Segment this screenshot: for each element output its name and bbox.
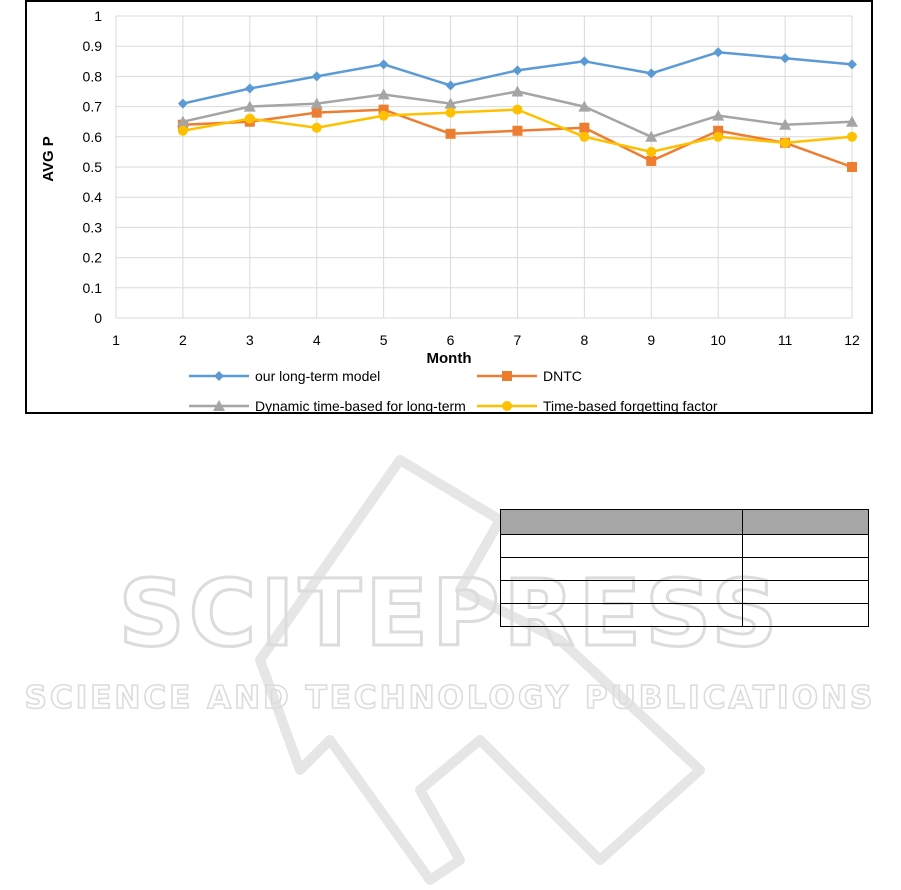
table-cell — [500, 557, 743, 581]
legend-marker-1 — [214, 371, 224, 381]
x-tick-label: 4 — [313, 332, 321, 348]
data-point-series-1 — [512, 65, 523, 76]
data-point-series-3 — [846, 115, 858, 127]
table-cell — [500, 509, 743, 535]
legend-marker-2 — [502, 371, 512, 381]
scitepress-watermark: SCITEPRESS SCIENCE AND TECHNOLOGY PUBLIC… — [0, 440, 901, 885]
data-point-series-3 — [779, 118, 792, 130]
x-tick-label: 10 — [710, 332, 726, 348]
legend-label-3: Dynamic time-based for long-term — [255, 398, 466, 412]
data-point-series-2 — [378, 104, 389, 115]
table-cell — [742, 509, 869, 535]
legend-label-1: our long-term model — [255, 368, 380, 384]
table-cell — [742, 557, 869, 581]
table-cell — [742, 580, 869, 604]
data-point-series-3 — [243, 100, 256, 112]
data-point-series-2 — [512, 125, 523, 136]
data-point-series-3 — [511, 85, 524, 97]
empty-table — [500, 509, 869, 627]
legend-label-4: Time-based forgetting factor — [543, 398, 718, 412]
y-tick-label: 0.5 — [83, 159, 103, 175]
x-axis-title: Month — [427, 350, 472, 367]
table-cell — [500, 580, 743, 604]
data-point-series-4 — [445, 107, 456, 118]
table-cell — [742, 534, 869, 558]
y-tick-label: 0 — [94, 310, 102, 326]
y-tick-label: 0.3 — [83, 219, 103, 235]
data-point-series-4 — [780, 137, 791, 148]
table-cell — [742, 603, 869, 627]
data-point-series-4 — [311, 122, 322, 133]
y-tick-label: 0.6 — [83, 129, 103, 145]
data-point-series-4 — [579, 131, 590, 142]
data-point-series-1 — [445, 80, 456, 91]
table-row — [500, 603, 869, 627]
x-tick-label: 8 — [580, 332, 588, 348]
data-point-series-4 — [177, 125, 188, 136]
data-point-series-1 — [378, 59, 389, 70]
table-cell — [500, 603, 743, 627]
data-point-series-4 — [646, 146, 657, 157]
table-cell — [500, 534, 743, 558]
data-point-series-4 — [512, 104, 523, 115]
data-point-series-1 — [646, 68, 657, 79]
data-point-series-3 — [645, 130, 658, 142]
x-tick-label: 3 — [246, 332, 254, 348]
data-point-series-2 — [713, 125, 724, 136]
data-point-series-1 — [713, 47, 724, 58]
data-point-series-2 — [579, 122, 590, 133]
table-row — [500, 557, 869, 581]
y-tick-label: 0.8 — [83, 68, 103, 84]
data-point-series-2 — [445, 128, 456, 139]
legend-marker-3 — [213, 400, 225, 411]
table-row — [500, 534, 869, 558]
data-point-series-1 — [847, 59, 857, 70]
legend-marker-4 — [502, 401, 512, 411]
data-point-series-4 — [713, 131, 724, 142]
x-tick-label: 2 — [179, 332, 187, 348]
data-point-series-2 — [311, 107, 322, 118]
x-tick-label: 12 — [844, 332, 860, 348]
chart-svg: 00.10.20.30.40.50.60.70.80.911 2 3 4 5 6 7 8 9 10… — [40, 8, 860, 412]
x-tick-label: 11 — [778, 332, 793, 348]
x-tick-label: 7 — [514, 332, 522, 348]
x-tick-label: 9 — [647, 332, 655, 348]
y-axis-title: AVG P — [40, 136, 57, 182]
data-point-series-3 — [176, 115, 189, 127]
x-tick-label: 6 — [447, 332, 455, 348]
data-point-series-3 — [578, 100, 591, 112]
legend-label-2: DNTC — [543, 368, 582, 384]
line-chart: 0 0.1 0.2 0.3 0.4 0.5 0.6 0.7 0.8 0.9 1 1 2 3 4 5 6 7 8 9 10… — [25, 0, 873, 414]
data-point-series-3 — [712, 109, 725, 121]
data-point-series-1 — [311, 71, 322, 82]
data-point-series-2 — [847, 162, 857, 172]
data-point-series-1 — [244, 83, 255, 94]
y-tick-label: 0.1 — [83, 280, 103, 296]
y-tick-label: 1 — [94, 8, 102, 24]
data-point-series-1 — [177, 98, 188, 109]
x-tick-label: 5 — [380, 332, 388, 348]
data-point-series-3 — [444, 97, 457, 109]
data-point-series-4 — [847, 131, 857, 142]
data-point-series-4 — [244, 113, 255, 124]
y-tick-label: 0.4 — [83, 189, 103, 205]
watermark-line2: SCIENCE AND TECHNOLOGY PUBLICATIONS — [25, 680, 876, 716]
y-tick-label: 0.7 — [83, 99, 103, 115]
y-tick-label: 0.2 — [83, 250, 103, 266]
data-point-series-4 — [378, 110, 389, 121]
data-point-series-1 — [780, 53, 791, 64]
table-header-row — [500, 509, 869, 535]
data-point-series-3 — [310, 97, 323, 109]
data-point-series-3 — [377, 88, 390, 100]
x-tick-label: 1 — [112, 332, 120, 348]
table-row — [500, 580, 869, 604]
y-tick-label: 0.9 — [83, 38, 103, 54]
data-point-series-2 — [646, 155, 657, 166]
data-point-series-1 — [579, 56, 590, 67]
